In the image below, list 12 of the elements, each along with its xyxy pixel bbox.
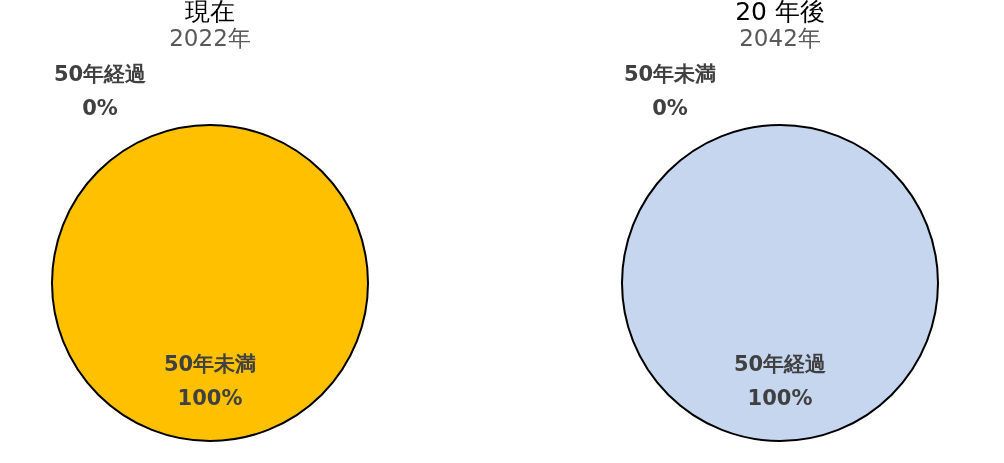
data-label: 100% xyxy=(747,385,813,410)
text: 0% xyxy=(82,96,118,120)
category-label: 50年未満 xyxy=(623,62,717,86)
chart-title: 現在 xyxy=(185,0,235,26)
data-label: 100% xyxy=(177,385,243,410)
category-label: 50年経過 xyxy=(53,62,147,86)
slice-label: 50年経過 xyxy=(733,351,827,376)
slice-label: 50年未満 xyxy=(163,351,257,376)
chart-title: 20 年後 xyxy=(735,0,825,26)
chart-subtitle: 2022年 xyxy=(169,25,251,51)
chart-subtitle: 2042年 xyxy=(739,25,821,51)
text: 0% xyxy=(652,96,688,120)
